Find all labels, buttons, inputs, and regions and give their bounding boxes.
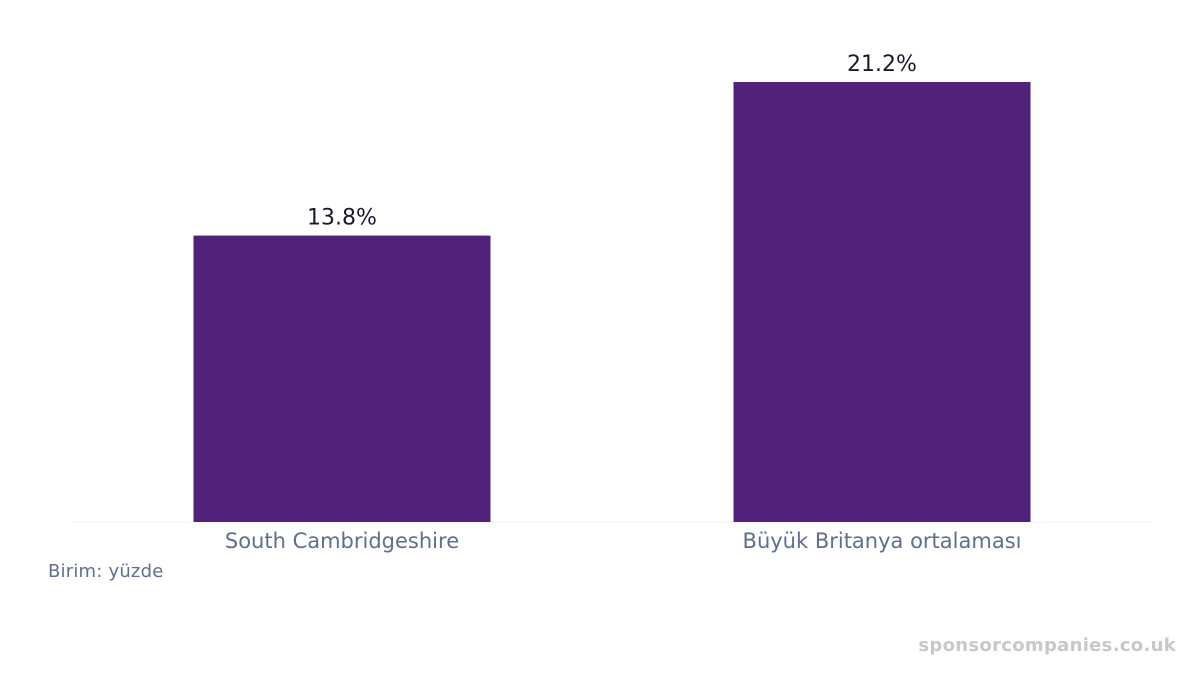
bar-0 (193, 235, 491, 522)
category-label-1: Büyük Britanya ortalaması (743, 529, 1022, 553)
watermark: sponsorcompanies.co.uk (918, 635, 1176, 656)
value-label-0: 13.8% (307, 206, 377, 231)
category-label-0: South Cambridgeshire (225, 529, 459, 553)
unit-note: Birim: yüzde (48, 561, 164, 582)
bar-1 (733, 82, 1031, 522)
value-label-1: 21.2% (847, 52, 917, 77)
